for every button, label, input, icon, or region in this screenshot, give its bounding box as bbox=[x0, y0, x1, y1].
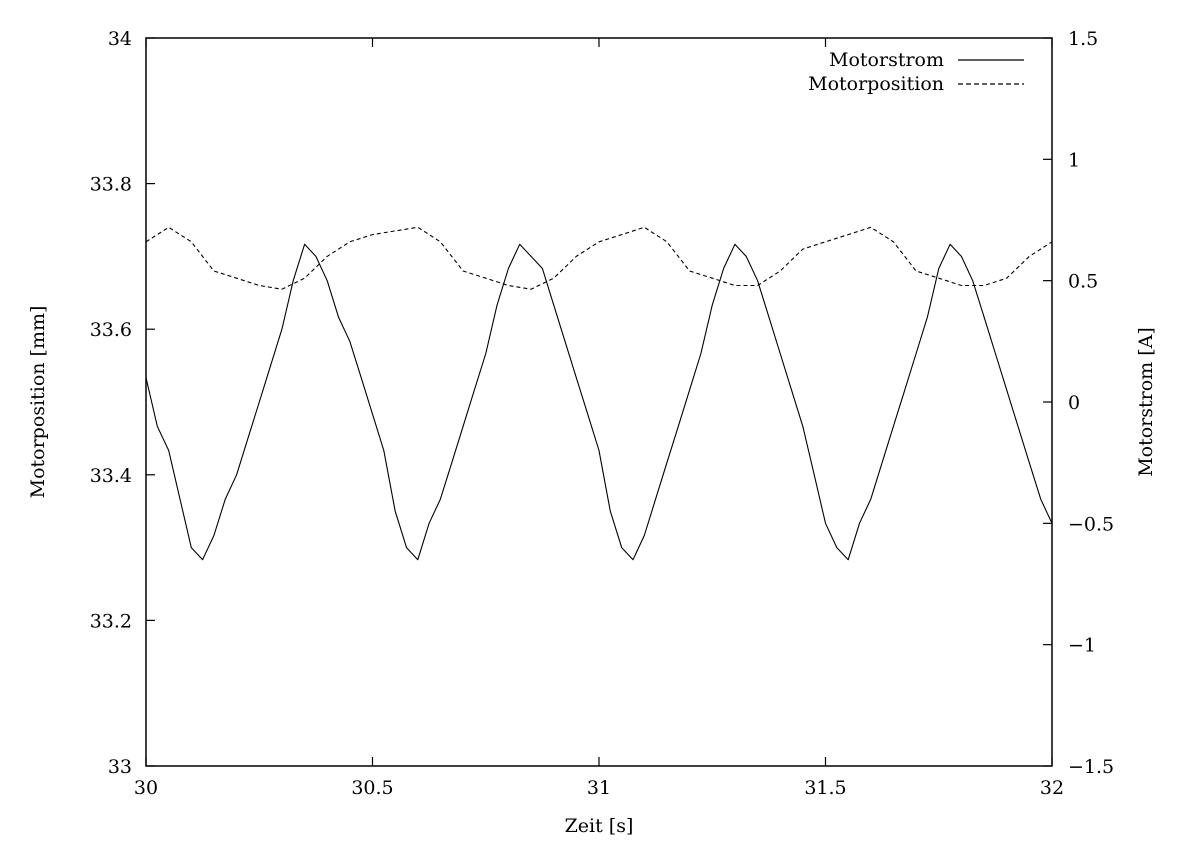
y2-tick-label: −1 bbox=[1068, 635, 1096, 657]
x-tick-label: 30 bbox=[134, 777, 158, 799]
y2-tick-label: −1.5 bbox=[1068, 756, 1114, 778]
y2-tick-label: 1 bbox=[1068, 149, 1080, 171]
legend-label-motorposition: Motorposition bbox=[808, 73, 944, 95]
y2-tick-label: 1.5 bbox=[1068, 28, 1098, 50]
x-tick-label: 31.5 bbox=[804, 777, 846, 799]
x-tick-label: 31 bbox=[587, 777, 611, 799]
y2-tick-label: 0 bbox=[1068, 392, 1080, 414]
y2-axis-ticks: −1.5 −1 −0.5 0 0.5 1 1.5 bbox=[1043, 28, 1114, 778]
y-tick-label: 33.4 bbox=[90, 465, 132, 487]
x-axis-title: Zeit [s] bbox=[565, 815, 634, 837]
y-tick-label: 34 bbox=[108, 28, 132, 50]
y2-axis-title: Motorstrom [A] bbox=[1135, 327, 1157, 477]
series-line-motorposition bbox=[145, 226, 1053, 290]
y2-tick-label: 0.5 bbox=[1068, 271, 1098, 293]
series-line-motorstrom bbox=[145, 243, 1053, 561]
y-tick-label: 33.2 bbox=[90, 610, 132, 632]
y-tick-label: 33.6 bbox=[90, 319, 132, 341]
plot-frame bbox=[145, 37, 1053, 767]
legend-label-motorstrom: Motorstrom bbox=[829, 49, 944, 71]
y-axis-title: Motorposition [mm] bbox=[27, 306, 49, 499]
x-tick-label: 30.5 bbox=[351, 777, 393, 799]
series-layer bbox=[145, 226, 1053, 561]
x-axis-ticks: 30 30.5 31 31.5 32 bbox=[134, 38, 1064, 799]
y-tick-label: 33.8 bbox=[90, 174, 132, 196]
y2-tick-label: −0.5 bbox=[1068, 513, 1114, 535]
x-tick-label: 32 bbox=[1040, 777, 1064, 799]
y-tick-label: 33 bbox=[108, 756, 132, 778]
y-axis-ticks: 33 33.2 33.4 33.6 33.8 34 bbox=[90, 28, 155, 778]
legend: Motorstrom Motorposition bbox=[808, 49, 1024, 95]
